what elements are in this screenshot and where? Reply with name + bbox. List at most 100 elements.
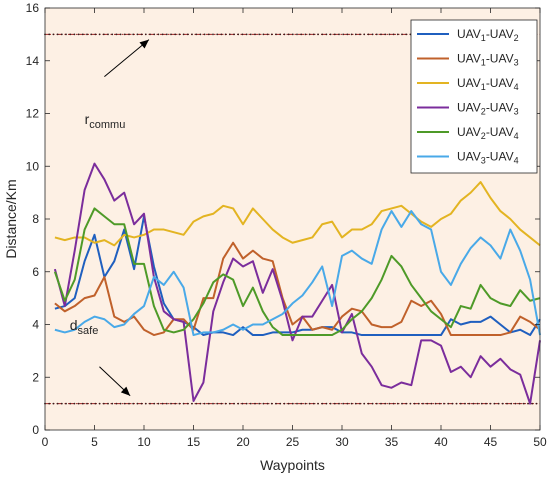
reference-line-dot xyxy=(128,33,130,36)
reference-line-dot xyxy=(186,33,189,36)
x-axis-title: Waypoints xyxy=(260,457,325,473)
reference-line-dot xyxy=(401,402,403,405)
reference-line-dot xyxy=(161,402,164,405)
annotation-arrowhead xyxy=(139,39,149,49)
reference-line-dot xyxy=(312,33,315,36)
reference-line-dot xyxy=(123,33,126,36)
reference-line-dot xyxy=(531,402,534,405)
reference-line-dot xyxy=(178,33,181,36)
reference-line-dot xyxy=(304,402,307,405)
reference-line-dot xyxy=(317,402,319,405)
reference-line-dot xyxy=(237,33,240,36)
y-tick-label: 0 xyxy=(32,423,39,437)
reference-line-dot xyxy=(342,402,345,405)
reference-line-dot xyxy=(65,402,67,405)
reference-line-dot xyxy=(417,402,420,405)
reference-line-dot xyxy=(119,33,122,36)
reference-line-dot xyxy=(275,402,277,405)
reference-line-dot xyxy=(459,402,462,405)
x-tick-label: 20 xyxy=(236,435,250,449)
reference-line-dot xyxy=(81,402,84,405)
y-tick-label: 12 xyxy=(26,107,40,121)
reference-line-dot xyxy=(367,33,370,36)
reference-line-dot xyxy=(384,402,387,405)
reference-line-dot xyxy=(392,33,395,36)
reference-line-dot xyxy=(367,402,370,405)
reference-line-dot xyxy=(346,33,349,36)
reference-line-dot xyxy=(65,33,67,36)
reference-line-dot xyxy=(98,402,101,405)
reference-line-dot xyxy=(300,402,303,405)
reference-line-dot xyxy=(527,402,529,405)
reference-line-dot xyxy=(338,33,340,36)
reference-line-dot xyxy=(233,402,235,405)
reference-line-dot xyxy=(388,402,391,405)
reference-line-dot xyxy=(228,402,231,405)
reference-line-dot xyxy=(254,33,256,36)
reference-line-dot xyxy=(455,402,458,405)
reference-line-dot xyxy=(69,33,72,36)
reference-line-dot xyxy=(443,402,445,405)
reference-line-dot xyxy=(342,33,345,36)
x-tick-label: 15 xyxy=(187,435,201,449)
reference-line-dot xyxy=(258,33,261,36)
legend-label: UAV1-UAV2 xyxy=(457,27,519,43)
series-line-uav1-uav2 xyxy=(54,215,541,337)
reference-line-dot xyxy=(170,402,172,405)
reference-line-dot xyxy=(270,33,273,36)
reference-line-dot xyxy=(489,402,492,405)
reference-line-dot xyxy=(300,33,303,36)
reference-line-dot xyxy=(149,402,151,405)
series-line-uav3-uav4 xyxy=(54,210,541,337)
reference-line-dot xyxy=(249,33,252,36)
reference-line-dot xyxy=(396,402,399,405)
reference-line-dot xyxy=(224,402,227,405)
reference-line-dot xyxy=(375,402,378,405)
x-tick-label: 0 xyxy=(42,435,49,449)
reference-line-dot xyxy=(291,33,294,36)
reference-line-dot xyxy=(153,33,156,36)
reference-line-dot xyxy=(237,402,240,405)
reference-line-dot xyxy=(220,33,223,36)
reference-line-dot xyxy=(363,33,366,36)
reference-line-dot xyxy=(182,33,185,36)
reference-line-dot xyxy=(86,33,88,36)
reference-line-dot xyxy=(178,402,181,405)
reference-line-dot xyxy=(354,402,357,405)
reference-line-dot xyxy=(128,402,130,405)
reference-line-dot xyxy=(380,33,382,36)
reference-line-dot xyxy=(161,33,164,36)
reference-line-dot xyxy=(262,33,265,36)
reference-line-dot xyxy=(241,402,244,405)
reference-line-dot xyxy=(144,402,147,405)
reference-line-dot xyxy=(107,402,109,405)
reference-line-dot xyxy=(132,33,135,36)
reference-line-dot xyxy=(195,402,198,405)
reference-line-dot xyxy=(140,33,143,36)
reference-line-dot xyxy=(174,402,177,405)
reference-line-dot xyxy=(510,402,513,405)
legend-label: UAV2-UAV3 xyxy=(457,101,519,117)
y-axis-ticks: 0 2 4 6 8 10 12 14 16 xyxy=(26,1,540,437)
reference-line-dot xyxy=(287,33,290,36)
reference-line-dot xyxy=(296,33,298,36)
reference-line-dot xyxy=(283,402,286,405)
reference-line-dot xyxy=(371,402,374,405)
reference-line-dot xyxy=(220,402,223,405)
reference-line-dot xyxy=(405,33,408,36)
reference-line-dot xyxy=(81,33,84,36)
x-tick-label: 10 xyxy=(137,435,151,449)
reference-line-dot xyxy=(199,33,202,36)
reference-line-dot xyxy=(207,402,210,405)
reference-line-dot xyxy=(333,402,336,405)
y-tick-label: 2 xyxy=(32,370,39,384)
reference-line-dot xyxy=(535,402,538,405)
series-lines xyxy=(53,162,541,405)
reference-line-dot xyxy=(497,402,500,405)
reference-line-dot xyxy=(426,402,429,405)
reference-line-dot xyxy=(56,33,59,36)
reference-line-dot xyxy=(52,402,55,405)
reference-line-dot xyxy=(195,33,198,36)
reference-line-dot xyxy=(136,402,139,405)
